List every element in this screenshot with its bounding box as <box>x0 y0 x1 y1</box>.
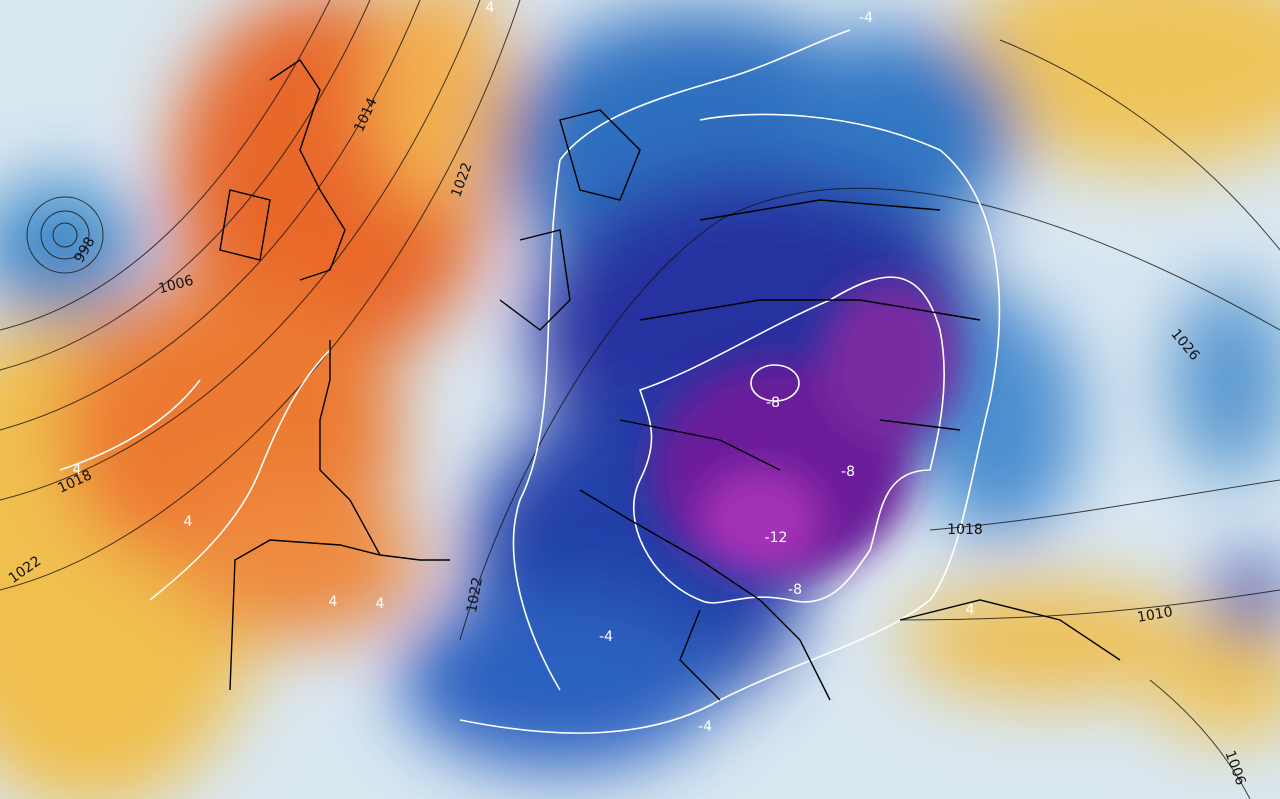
isotherm-label: -12 <box>765 530 788 546</box>
isotherm-label: -4 <box>859 10 873 26</box>
isotherm-label: 4 <box>966 602 975 618</box>
isobar-label: 1022 <box>464 576 486 614</box>
isotherm-label: 4 <box>73 462 82 478</box>
isotherm-label: -4 <box>599 629 613 645</box>
isotherms <box>59 29 1001 734</box>
isotherm-label: -8 <box>788 582 802 598</box>
isobar-label: 1010 <box>1136 604 1174 626</box>
isotherm-label: -4 <box>698 719 712 735</box>
isotherm-labels: 4 -4 -8 -8 -12 -8 4 4 4 4 4 -4 -4 <box>73 0 975 735</box>
isobar-label: 1018 <box>947 522 983 538</box>
isotherm-label: -8 <box>841 464 855 480</box>
isotherm-label: 4 <box>184 514 193 530</box>
isotherm-label: 4 <box>329 594 338 610</box>
coastlines <box>219 59 1121 701</box>
isotherm-label: 4 <box>376 596 385 612</box>
isotherm-label: -8 <box>766 395 780 411</box>
isotherm-label: 4 <box>486 0 495 16</box>
